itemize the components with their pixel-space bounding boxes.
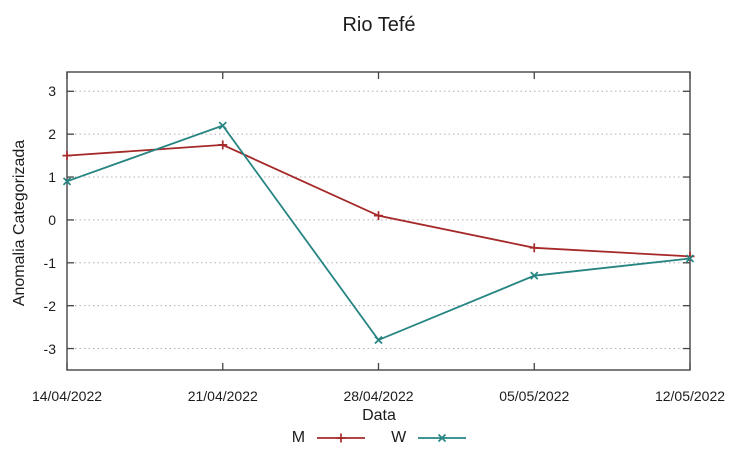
x-axis-label: Data xyxy=(362,407,396,424)
legend-entry-w: W xyxy=(391,429,467,447)
y-tick-label: 0 xyxy=(48,211,56,228)
y-tick-label: 1 xyxy=(48,169,56,186)
y-tick-label: -3 xyxy=(43,340,56,357)
x-tick-label: 14/04/2022 xyxy=(31,388,103,404)
y-tick-label: -1 xyxy=(43,254,56,271)
legend-entry-m: M xyxy=(291,429,366,447)
y-tick-label: -2 xyxy=(43,297,56,314)
y-tick-label: 2 xyxy=(48,126,56,143)
x-tick-label: 12/05/2022 xyxy=(654,388,726,404)
legend-sample-w-icon xyxy=(418,433,467,443)
legend-sample-m-icon xyxy=(317,433,366,443)
x-tick-label: 28/04/2022 xyxy=(343,388,414,404)
legend: M W xyxy=(67,428,691,448)
legend-label-m: M xyxy=(291,429,306,446)
x-tick-label: 21/04/2022 xyxy=(187,388,258,404)
x-tick-label: 05/05/2022 xyxy=(499,388,570,404)
y-tick-label: 3 xyxy=(48,83,56,100)
legend-label-w: W xyxy=(391,429,407,446)
chart-title: Rio Tefé xyxy=(342,14,416,36)
